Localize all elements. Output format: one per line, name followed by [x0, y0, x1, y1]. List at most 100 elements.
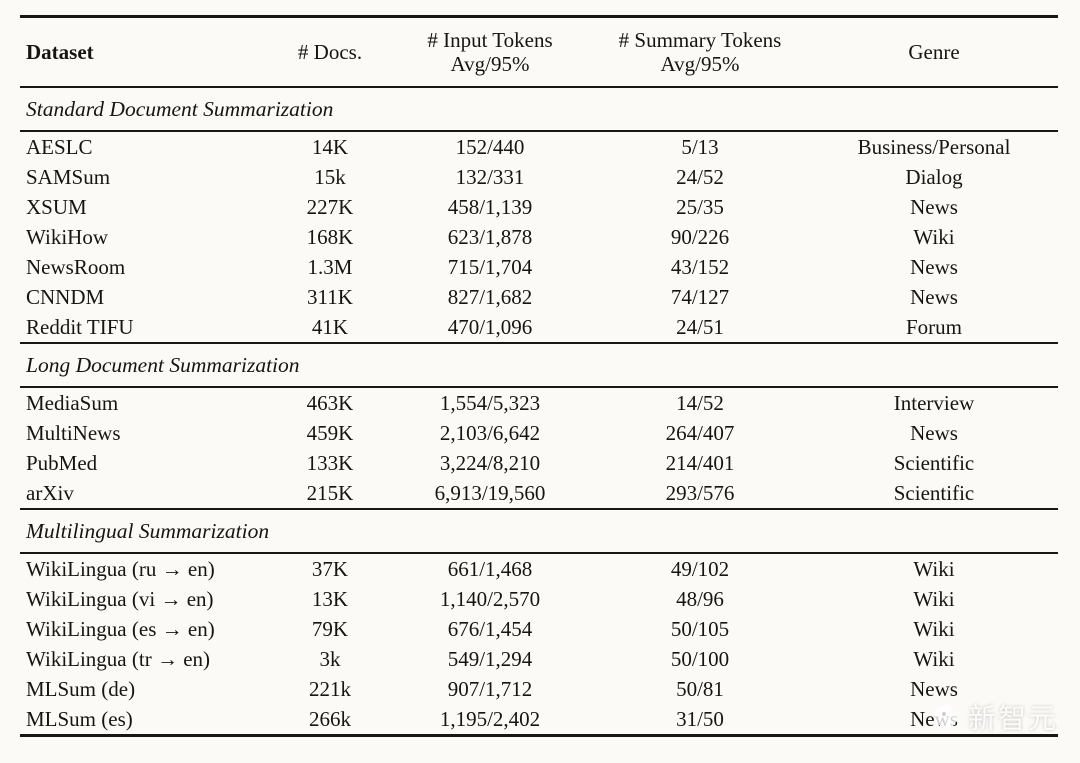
cell-dataset: WikiHow — [26, 224, 108, 249]
cell-summary-tokens: 49/102 — [670, 556, 730, 581]
cell-dataset: CNNDM — [26, 284, 105, 309]
cell-genre: Dialog — [905, 164, 963, 189]
cell-dataset: MediaSum — [26, 390, 119, 415]
cell-summary-tokens: 14/52 — [676, 390, 724, 415]
cell-dataset: MLSum (de) — [26, 676, 136, 701]
cell-input-tokens: 458/1,139 — [447, 194, 533, 219]
cell-summary-tokens: 24/52 — [676, 164, 724, 189]
cell-input-tokens: 152/440 — [455, 134, 525, 159]
cell-input-tokens: 1,195/2,402 — [390, 704, 590, 737]
cell-input-tokens: 676/1,454 — [447, 616, 533, 641]
section-header-row: Multilingual Summarization — [20, 509, 1058, 554]
table-row: MediaSum 463K 1,554/5,323 14/52 Interview — [20, 387, 1058, 418]
cell-summary-tokens: 48/96 — [676, 586, 724, 611]
cell-dataset: WikiLingua (tr → en) — [26, 646, 211, 671]
cell-docs: 133K — [306, 450, 354, 475]
table-row: MLSum (de) 221k 907/1,712 50/81 News — [20, 674, 1058, 704]
header-input-tokens: # Input Tokens Avg/95% — [390, 16, 590, 88]
section-header-row: Standard Document Summarization — [20, 87, 1058, 132]
cell-docs: 37K — [311, 556, 349, 581]
table-body: Standard Document Summarization AESLC 14K 1… — [20, 87, 1058, 737]
cell-docs: 463K — [306, 390, 354, 415]
cell-genre: News — [910, 194, 958, 219]
table-row: NewsRoom 1.3M 715/1,704 43/152 News — [20, 252, 1058, 282]
table-row: MultiNews 459K 2,103/6,642 264/407 News — [20, 418, 1058, 448]
cell-input-tokens: 1,554/5,323 — [439, 390, 541, 415]
cell-input-tokens: 1,140/2,570 — [439, 586, 541, 611]
cell-genre: Scientific — [893, 450, 975, 475]
table-row: SAMSum 15k 132/331 24/52 Dialog — [20, 162, 1058, 192]
header-dataset: Dataset — [20, 16, 270, 88]
cell-docs: 41K — [270, 312, 390, 344]
cell-genre: Wiki — [913, 224, 955, 249]
section-title: Multilingual Summarization — [20, 509, 1058, 554]
cell-genre: News — [810, 704, 1058, 737]
cell-dataset: WikiLingua (ru → en) — [26, 556, 215, 581]
cell-genre: Interview — [893, 390, 975, 415]
section-title: Long Document Summarization — [20, 343, 1058, 388]
cell-summary-tokens: 50/100 — [670, 646, 730, 671]
cell-docs: 1.3M — [307, 254, 353, 279]
cell-docs: 13K — [311, 586, 349, 611]
cell-input-tokens: 3,224/8,210 — [439, 450, 541, 475]
cell-docs: 14K — [311, 134, 349, 159]
cell-dataset: XSUM — [26, 194, 87, 219]
table-row: Reddit TIFU 41K 470/1,096 24/51 Forum — [20, 312, 1058, 344]
cell-docs: 168K — [306, 224, 354, 249]
header-summary-tokens-line1: # Summary Tokens — [618, 28, 782, 52]
table-row: MLSum (es) 266k 1,195/2,402 31/50 News — [20, 704, 1058, 737]
cell-genre: Scientific — [810, 478, 1058, 510]
header-summary-tokens-line2: Avg/95% — [660, 52, 740, 76]
cell-summary-tokens: 293/576 — [590, 478, 810, 510]
cell-dataset: WikiLingua (es → en) — [26, 616, 215, 641]
header-docs: # Docs. — [270, 16, 390, 88]
cell-input-tokens: 661/1,468 — [447, 556, 533, 581]
cell-dataset: NewsRoom — [26, 254, 126, 279]
table-row: WikiLingua (es → en) 79K 676/1,454 50/105 Wi… — [20, 614, 1058, 644]
cell-docs: 3k — [319, 646, 341, 671]
header-summary-tokens: # Summary Tokens Avg/95% — [590, 16, 810, 88]
cell-genre: Wiki — [913, 646, 955, 671]
cell-genre: Wiki — [913, 556, 955, 581]
cell-dataset: WikiLingua (vi → en) — [26, 586, 214, 611]
cell-genre: News — [910, 420, 958, 445]
cell-input-tokens: 907/1,712 — [447, 676, 533, 701]
cell-genre: Forum — [810, 312, 1058, 344]
section-header-row: Long Document Summarization — [20, 343, 1058, 388]
cell-dataset: PubMed — [26, 450, 98, 475]
cell-summary-tokens: 74/127 — [670, 284, 730, 309]
header-row: Dataset # Docs. # Input Tokens Avg/95% # … — [20, 16, 1058, 88]
cell-input-tokens: 6,913/19,560 — [390, 478, 590, 510]
header-genre: Genre — [810, 16, 1058, 88]
cell-summary-tokens: 5/13 — [681, 134, 719, 159]
cell-docs: 221k — [309, 676, 351, 701]
table-row: WikiLingua (ru → en) 37K 661/1,468 49/102 Wi… — [20, 553, 1058, 584]
cell-genre: News — [910, 676, 958, 701]
cell-docs: 227K — [306, 194, 354, 219]
cell-dataset: MultiNews — [26, 420, 121, 445]
cell-summary-tokens: 31/50 — [590, 704, 810, 737]
table-row: XSUM 227K 458/1,139 25/35 News — [20, 192, 1058, 222]
cell-input-tokens: 827/1,682 — [447, 284, 533, 309]
cell-docs: 459K — [306, 420, 354, 445]
cell-dataset: AESLC — [26, 134, 93, 159]
cell-summary-tokens: 25/35 — [676, 194, 724, 219]
cell-input-tokens: 549/1,294 — [447, 646, 533, 671]
table-row: AESLC 14K 152/440 5/13 Business/Personal — [20, 131, 1058, 162]
table-row: WikiLingua (vi → en) 13K 1,140/2,570 48/96 W… — [20, 584, 1058, 614]
cell-summary-tokens: 24/51 — [590, 312, 810, 344]
table-row: PubMed 133K 3,224/8,210 214/401 Scientific — [20, 448, 1058, 478]
cell-genre: Business/Personal — [857, 134, 1011, 159]
cell-summary-tokens: 90/226 — [670, 224, 730, 249]
cell-genre: News — [910, 284, 958, 309]
dataset-statistics-table: Dataset # Docs. # Input Tokens Avg/95% # … — [20, 15, 1058, 737]
cell-dataset: MLSum (es) — [20, 704, 270, 737]
cell-dataset: arXiv — [20, 478, 270, 510]
header-input-tokens-line1: # Input Tokens — [427, 28, 553, 52]
cell-summary-tokens: 43/152 — [670, 254, 730, 279]
cell-summary-tokens: 50/81 — [676, 676, 724, 701]
table-row: WikiLingua (tr → en) 3k 549/1,294 50/100 Wik… — [20, 644, 1058, 674]
cell-docs: 311K — [307, 284, 353, 309]
table-row: CNNDM 311K 827/1,682 74/127 News — [20, 282, 1058, 312]
